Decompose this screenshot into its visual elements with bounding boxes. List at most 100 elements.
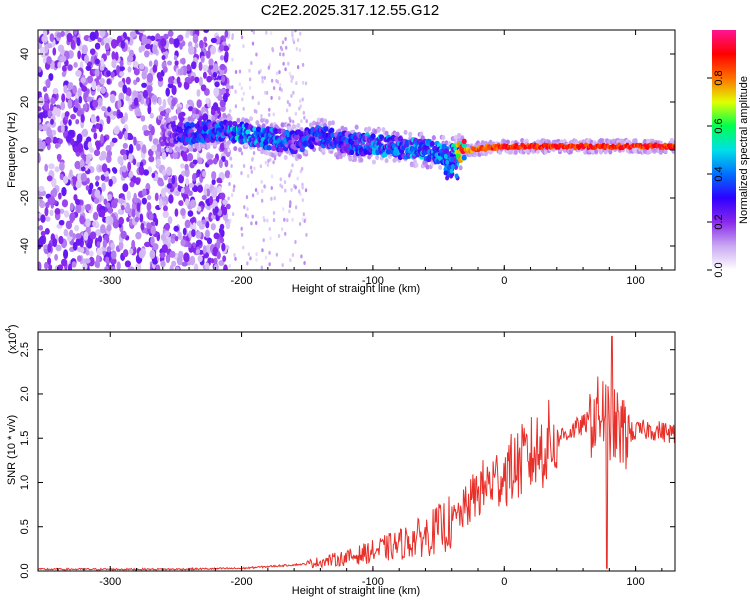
spectrogram-cell bbox=[230, 164, 233, 169]
spectrogram-cell bbox=[38, 140, 43, 149]
spectrogram-cell bbox=[262, 238, 265, 243]
spectrogram-cell bbox=[116, 65, 120, 75]
spectrogram-cell bbox=[195, 108, 200, 116]
spectrogram-cell bbox=[203, 30, 210, 34]
spectrogram-cell bbox=[61, 199, 69, 208]
spectrogram-cell bbox=[139, 213, 144, 223]
spectrogram-cell bbox=[192, 221, 197, 231]
spectrogram-cell bbox=[445, 175, 450, 181]
spectrogram-cell bbox=[95, 122, 101, 130]
spectrogram-cell bbox=[241, 117, 246, 123]
spectrogram-cell bbox=[223, 93, 228, 103]
spectrogram-cell bbox=[55, 244, 62, 252]
spectrogram-cell bbox=[285, 108, 289, 113]
spectrogram-cell bbox=[47, 257, 52, 266]
spectrogram-cell bbox=[430, 161, 435, 167]
spectrogram-cell bbox=[354, 124, 359, 130]
spectrogram-cell bbox=[135, 177, 141, 185]
spectrogram-cell bbox=[284, 37, 287, 42]
spectrogram-cell bbox=[229, 109, 232, 114]
spectrogram-cell bbox=[65, 220, 73, 230]
spectrogram-cell bbox=[299, 104, 302, 109]
spectrogram-cell bbox=[269, 123, 274, 129]
spectrogram-cell bbox=[284, 231, 287, 236]
spectrogram-cell bbox=[279, 183, 282, 188]
spectrogram-cell bbox=[195, 239, 203, 246]
spectrogram-cell bbox=[223, 53, 229, 63]
spectrogram-cell bbox=[262, 215, 265, 220]
spectrogram-cell bbox=[224, 170, 231, 179]
spectrogram-cell bbox=[150, 125, 155, 136]
spectrogram-cell bbox=[253, 109, 257, 114]
spectrogram-cell bbox=[211, 179, 216, 185]
spectrogram-cell bbox=[253, 166, 256, 171]
spectrogram-cell bbox=[290, 93, 293, 98]
spectrogram-cell bbox=[147, 87, 152, 97]
spectrogram-cell bbox=[150, 236, 155, 246]
spectrogram-cell bbox=[75, 119, 80, 125]
spectrogram-cell bbox=[352, 135, 359, 141]
spectrogram-cell bbox=[72, 85, 77, 95]
spectrogram-cell bbox=[268, 107, 271, 112]
colorbar-tick-label: 0.8 bbox=[713, 70, 725, 85]
spectrogram-cell bbox=[57, 153, 61, 162]
spectrogram-cell bbox=[75, 198, 81, 206]
spectrogram-cell bbox=[376, 127, 381, 133]
spectrogram-cell bbox=[269, 31, 273, 36]
spectrogram-cell bbox=[213, 257, 218, 265]
spectrogram-cell bbox=[301, 97, 304, 102]
spectrogram-cell bbox=[180, 163, 185, 169]
spectrogram-cell bbox=[117, 111, 124, 119]
spectrogram-cell bbox=[214, 35, 221, 45]
spectrogram-cell bbox=[229, 218, 232, 223]
spectrogram-cell bbox=[108, 216, 114, 226]
spectrogram-cell bbox=[122, 154, 128, 161]
spectrogram-cell bbox=[45, 216, 51, 222]
spectrogram-cell bbox=[205, 50, 211, 59]
spectrogram-cell bbox=[282, 61, 285, 66]
spectrogram-cell bbox=[92, 99, 99, 108]
spectrogram-cell bbox=[248, 77, 252, 82]
spectrogram-cell bbox=[264, 255, 268, 260]
spectrogram-cell bbox=[270, 174, 274, 179]
spectrogram-cell bbox=[260, 114, 263, 119]
spectrogram-cell bbox=[222, 112, 227, 118]
spectrogram-cell bbox=[79, 158, 85, 168]
spectrogram-cell bbox=[160, 188, 166, 198]
spectrogram-cell bbox=[80, 166, 86, 172]
spectrogram-cell bbox=[221, 75, 226, 83]
spectrogram-cell bbox=[296, 38, 300, 43]
spectrogram-x-tick-label: -300 bbox=[99, 275, 121, 287]
spectrogram-cell bbox=[141, 188, 147, 197]
spectrogram-cell bbox=[133, 68, 140, 76]
spectrogram-cell bbox=[192, 113, 197, 119]
spectrogram-cell bbox=[255, 252, 258, 257]
spectrogram-cell bbox=[205, 244, 212, 255]
spectrogram-cell bbox=[461, 154, 467, 161]
spectrogram-cell bbox=[189, 122, 195, 128]
spectrogram-cell bbox=[95, 181, 100, 187]
spectrogram-cell bbox=[75, 180, 82, 189]
spectrogram-cell bbox=[136, 202, 141, 212]
spectrogram-cell bbox=[38, 96, 45, 106]
spectrogram-cell bbox=[202, 64, 209, 72]
spectrogram-cell bbox=[243, 205, 246, 210]
spectrogram-cell bbox=[61, 93, 66, 103]
spectrogram-cell bbox=[189, 255, 196, 266]
spectrogram-cell bbox=[108, 178, 113, 187]
spectrogram-cell bbox=[291, 253, 295, 258]
spectrogram-cell bbox=[119, 60, 124, 67]
spectrogram-cell bbox=[373, 129, 378, 135]
spectrogram-cell bbox=[233, 146, 238, 152]
spectrogram-cell bbox=[169, 250, 176, 258]
spectrogram-cell bbox=[138, 250, 146, 259]
spectrogram-cell bbox=[303, 261, 306, 266]
spectrogram-cell bbox=[206, 237, 213, 245]
spectrogram-cell bbox=[291, 33, 294, 38]
spectrogram-cell bbox=[160, 148, 165, 154]
spectrogram-cell bbox=[38, 261, 42, 270]
spectrogram-cell bbox=[295, 46, 299, 51]
spectrogram-cell bbox=[75, 237, 82, 246]
spectrogram-cell bbox=[316, 117, 321, 123]
spectrogram-cell bbox=[249, 256, 252, 261]
